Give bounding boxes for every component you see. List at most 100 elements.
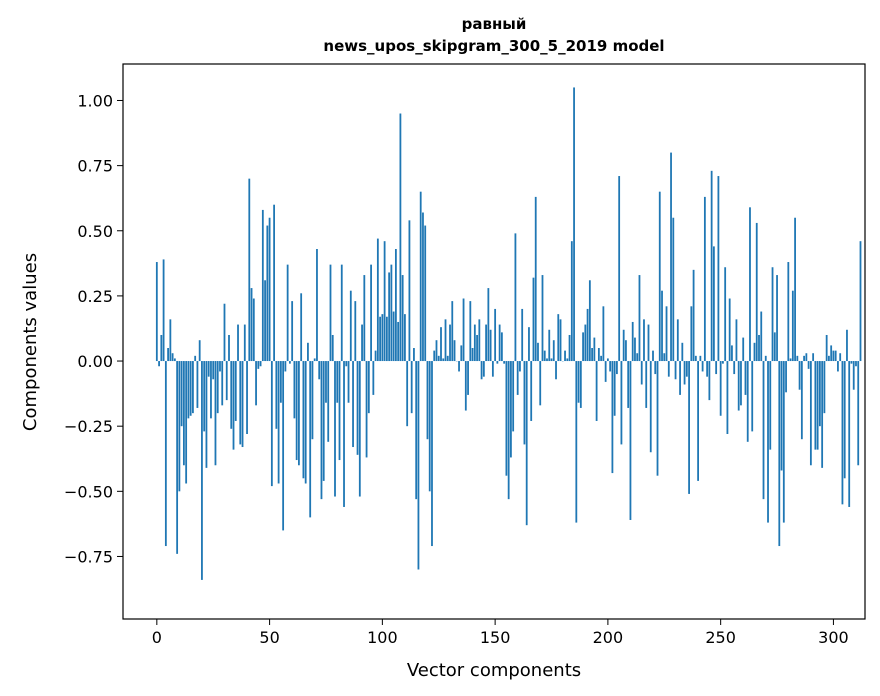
bar-120 xyxy=(426,361,429,440)
bar-155 xyxy=(505,361,508,476)
bar-168 xyxy=(534,196,537,362)
bar-130 xyxy=(449,324,451,362)
bar-303 xyxy=(839,353,842,362)
bar-132 xyxy=(453,340,456,362)
bar-278 xyxy=(782,361,785,523)
bar-37 xyxy=(239,361,242,445)
bar-238 xyxy=(692,269,695,362)
bar-5 xyxy=(167,348,169,362)
bar-109 xyxy=(401,275,404,362)
bar-284 xyxy=(796,355,799,362)
bar-185 xyxy=(573,87,575,362)
bar-95 xyxy=(370,264,372,362)
bar-55 xyxy=(279,361,282,403)
bar-171 xyxy=(541,275,544,362)
bar-261 xyxy=(744,361,747,395)
bar-225 xyxy=(663,353,666,362)
bar-207 xyxy=(622,329,625,362)
bar-6 xyxy=(169,319,172,362)
bar-291 xyxy=(812,353,815,362)
bar-39 xyxy=(243,324,246,362)
bar-210 xyxy=(629,361,632,520)
bar-117 xyxy=(419,191,422,362)
bar-181 xyxy=(564,350,566,362)
x-tick-label: 300 xyxy=(818,628,849,647)
bar-158 xyxy=(512,361,515,432)
bar-42 xyxy=(250,288,253,362)
bar-101 xyxy=(383,241,386,362)
bar-298 xyxy=(828,355,830,362)
bar-81 xyxy=(338,361,341,461)
bar-15 xyxy=(189,361,192,416)
bar-0 xyxy=(155,262,158,362)
x-axis-ticks: 0 50 100 150 200 250 300 xyxy=(152,619,849,647)
bar-154 xyxy=(503,361,506,364)
bar-234 xyxy=(683,361,686,385)
bar-265 xyxy=(753,342,756,362)
bar-142 xyxy=(476,334,478,362)
bar-282 xyxy=(791,290,794,362)
bar-275 xyxy=(776,275,778,362)
bar-54 xyxy=(277,361,280,484)
bar-43 xyxy=(252,298,255,362)
bar-235 xyxy=(685,361,688,377)
bar-98 xyxy=(376,238,379,362)
bar-57 xyxy=(284,361,287,372)
bar-92 xyxy=(363,275,366,362)
bar-93 xyxy=(365,361,368,458)
bar-67 xyxy=(307,342,309,362)
bar-70 xyxy=(313,358,316,362)
bar-213 xyxy=(636,353,639,362)
bar-173 xyxy=(546,358,548,362)
bar-269 xyxy=(762,361,765,500)
bar-156 xyxy=(507,361,510,500)
bar-208 xyxy=(625,340,627,362)
bar-146 xyxy=(485,324,487,362)
bar-99 xyxy=(379,316,381,362)
bar-294 xyxy=(818,361,821,427)
bar-274 xyxy=(773,332,776,362)
x-tick-label: 200 xyxy=(593,628,624,647)
bar-161 xyxy=(519,361,521,372)
bar-245 xyxy=(708,361,711,401)
y-tick-label: 0.25 xyxy=(77,287,113,306)
bar-60 xyxy=(291,301,294,362)
bar-301 xyxy=(834,350,837,362)
bar-186 xyxy=(575,361,578,523)
bar-24 xyxy=(210,361,212,419)
bar-1 xyxy=(158,361,160,367)
bar-68 xyxy=(309,361,312,518)
bar-230 xyxy=(674,361,677,380)
bar-258 xyxy=(737,361,740,411)
bar-124 xyxy=(435,340,438,362)
bar-33 xyxy=(230,361,233,429)
bar-285 xyxy=(798,361,801,390)
x-tick-label: 0 xyxy=(152,628,162,647)
bar-4 xyxy=(164,361,167,547)
bar-10 xyxy=(178,361,181,492)
bar-140 xyxy=(471,348,474,362)
bar-304 xyxy=(841,361,844,505)
bar-79 xyxy=(334,361,336,497)
bar-157 xyxy=(510,361,512,458)
bar-53 xyxy=(275,361,278,429)
bar-227 xyxy=(667,361,670,377)
bar-94 xyxy=(367,361,370,414)
bar-18 xyxy=(196,361,199,408)
bar-263 xyxy=(749,207,751,362)
bar-236 xyxy=(688,361,690,494)
bar-250 xyxy=(719,361,722,416)
bar-147 xyxy=(487,288,490,362)
bar-73 xyxy=(320,361,323,500)
bar-306 xyxy=(846,329,848,362)
bar-212 xyxy=(634,337,636,362)
bar-97 xyxy=(374,350,377,362)
bar-199 xyxy=(604,361,607,382)
bar-164 xyxy=(525,361,528,526)
bar-134 xyxy=(458,361,460,372)
bar-251 xyxy=(722,361,724,364)
bar-283 xyxy=(794,217,796,362)
bar-307 xyxy=(848,361,851,507)
bar-28 xyxy=(219,361,221,372)
bar-191 xyxy=(586,308,589,362)
